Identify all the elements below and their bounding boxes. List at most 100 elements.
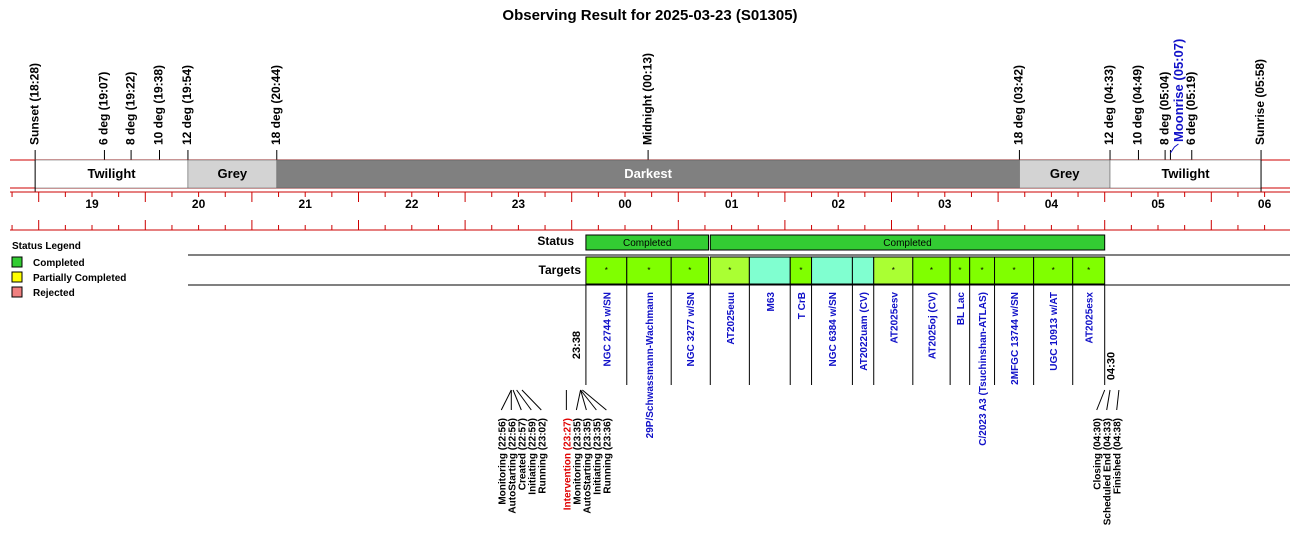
target-block (748, 256, 791, 285)
status-block (709, 234, 1106, 251)
night-event-label: Sunrise (05:58) (1253, 59, 1267, 145)
night-event-label: 10 deg (04:49) (1131, 65, 1145, 145)
hour-tick-label: 03 (938, 197, 952, 211)
chart-title: Observing Result for 2025-03-23 (S01305) (502, 7, 797, 24)
log-leader (521, 389, 542, 411)
hour-tick-label: 01 (725, 197, 739, 211)
target-block (994, 256, 1035, 285)
log-leader (580, 389, 587, 411)
band-label: Twilight (1161, 166, 1210, 181)
log-leader (1096, 389, 1106, 411)
hour-tick-label: 21 (299, 197, 313, 211)
target-marker: * (1087, 266, 1090, 275)
band-grey (187, 159, 278, 189)
night-event-label: Sunset (18:28) (27, 63, 41, 145)
moonrise-leader (1170, 143, 1179, 154)
legend-swatch (11, 256, 23, 268)
status-block-label: Completed (883, 238, 931, 249)
target-name: M63 (766, 292, 777, 312)
log-leader (1116, 389, 1120, 411)
log-event-label: Created (22:57) (517, 418, 528, 490)
band-darkest (276, 159, 1020, 189)
target-name: T CrB (797, 292, 808, 319)
target-marker: * (981, 266, 984, 275)
target-name: AT2025oj (CV) (927, 292, 938, 359)
log-event-label: Scheduled End (04:33) (1103, 418, 1114, 525)
hour-tick-label: 04 (1045, 197, 1059, 211)
target-marker: * (647, 266, 650, 275)
target-name: 29P/Schwassmann-Wachmann (645, 292, 656, 438)
target-block (873, 256, 914, 285)
target-marker: * (728, 266, 731, 275)
status-row-label: Status (537, 234, 574, 248)
end-time-label: 04:30 (1106, 352, 1118, 380)
target-block (585, 256, 628, 285)
target-name: AT2025euu (726, 292, 737, 345)
log-leader (582, 389, 607, 411)
night-event-label: 6 deg (19:07) (97, 72, 111, 145)
target-marker: * (688, 266, 691, 275)
hour-tick-label: 23 (512, 197, 526, 211)
target-marker: * (892, 266, 895, 275)
target-marker: * (958, 266, 961, 275)
log-leader (512, 389, 522, 411)
band-label: Grey (218, 166, 248, 181)
hour-tick-label: 20 (192, 197, 206, 211)
log-event-label: Running (23:02) (537, 418, 548, 494)
target-marker: * (1013, 266, 1016, 275)
log-event-label: AutoStarting (23:35) (582, 418, 593, 514)
legend-item-label: Partially Completed (33, 273, 126, 284)
night-event-label: 12 deg (04:33) (1102, 65, 1116, 145)
target-block (851, 256, 875, 285)
moonrise-label: Moonrise (05:07) (1171, 39, 1186, 142)
band-twilight (34, 159, 189, 189)
band-label: Twilight (87, 166, 136, 181)
band-twilight (1109, 159, 1262, 189)
night-event-label: 18 deg (20:44) (269, 65, 283, 145)
target-block (670, 256, 710, 285)
hour-tick-label: 06 (1258, 197, 1272, 211)
band-label: Grey (1050, 166, 1080, 181)
target-name: NGC 3277 w/SN (686, 292, 697, 366)
hour-tick-label: 00 (618, 197, 632, 211)
hour-axis: 19 20 21 22 23 00 01 02 03 04 05 06 (10, 191, 1290, 231)
legend-swatch (11, 271, 23, 283)
log-event-label: Closing (04:30) (1093, 418, 1104, 490)
target-name: NGC 6384 w/SN (828, 292, 839, 366)
legend-item-label: Rejected (33, 288, 75, 299)
legend-title: Status Legend (12, 241, 81, 252)
targets-row-label: Targets (539, 263, 582, 277)
target-blocks: * NGC 2744 w/SN * 29P/Schwassmann-Wachmann *… (571, 256, 1118, 446)
night-event-label: 8 deg (19:22) (123, 72, 137, 145)
log-leader (575, 389, 582, 411)
target-marker: * (1052, 266, 1055, 275)
hour-tick-label: 19 (85, 197, 99, 211)
night-event-label: 18 deg (03:42) (1012, 65, 1026, 145)
target-marker: * (799, 266, 802, 275)
night-event-label: 12 deg (19:54) (180, 65, 194, 145)
target-marker: * (605, 266, 608, 275)
status-legend: Status Legend Completed Partially Complete… (11, 241, 126, 299)
status-block (585, 234, 710, 251)
target-block (1072, 256, 1106, 285)
start-time-label: 23:38 (571, 331, 583, 359)
log-leader (516, 389, 532, 411)
legend-swatch (11, 286, 23, 298)
status-block-label: Completed (623, 238, 671, 249)
log-event-label: AutoStarting (22:56) (507, 418, 518, 514)
target-block (969, 256, 996, 285)
night-event-label: 10 deg (19:38) (152, 65, 166, 145)
hour-tick-label: 22 (405, 197, 419, 211)
hour-tick-label: 05 (1151, 197, 1165, 211)
target-name: AT2022uam (CV) (859, 292, 870, 371)
target-name: NGC 2744 w/SN (602, 292, 613, 366)
log-leader (500, 389, 512, 411)
log-event-label: Monitoring (23:35) (572, 418, 583, 505)
target-name: UGC 10913 w/AT (1049, 292, 1060, 371)
target-name: BL Lac (956, 292, 967, 326)
status-target-rows: Status Targets Completed Completed (188, 234, 1290, 286)
target-marker: * (930, 266, 933, 275)
log-leader (580, 389, 597, 411)
log-event-label: Finished (04:38) (1113, 418, 1124, 494)
